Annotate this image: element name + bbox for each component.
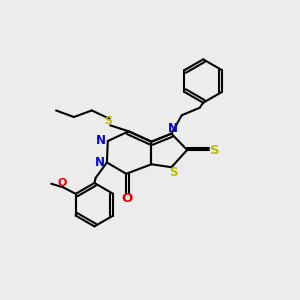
Text: O: O: [121, 192, 132, 205]
Text: O: O: [58, 178, 67, 188]
Text: S: S: [169, 166, 177, 179]
Text: S: S: [210, 143, 219, 157]
Text: N: N: [168, 122, 178, 135]
Text: N: N: [96, 134, 106, 147]
Text: N: N: [95, 156, 105, 169]
Text: S: S: [105, 116, 113, 127]
